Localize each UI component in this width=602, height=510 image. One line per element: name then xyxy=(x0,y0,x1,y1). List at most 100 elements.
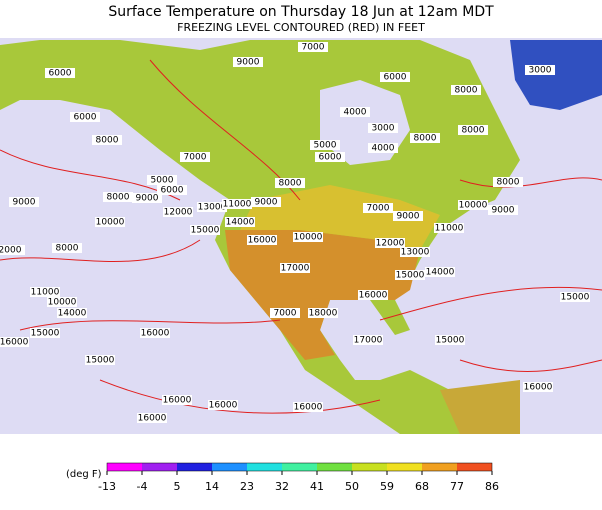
contour-label-bg xyxy=(137,413,167,423)
colorbar-tick-label: 68 xyxy=(415,480,429,493)
contour-label: 11000 xyxy=(435,224,464,234)
contour-label-bg xyxy=(298,42,328,52)
contour-label: 10000 xyxy=(459,201,488,211)
contour-label: 8000 xyxy=(107,193,130,203)
contour-label-bg xyxy=(434,223,464,233)
contour-label: 16000 xyxy=(209,401,238,411)
contour-label: 18000 xyxy=(309,309,338,319)
colorbar-segment xyxy=(282,463,317,471)
contour-label-bg xyxy=(233,57,263,67)
contour-label: 14000 xyxy=(226,218,255,228)
colorbar-segment xyxy=(457,463,492,471)
contour-label-bg xyxy=(523,382,553,392)
contour-label: 9000 xyxy=(492,206,515,216)
contour-label-bg xyxy=(451,85,481,95)
colorbar-tick-label: 77 xyxy=(450,480,464,493)
contour-label: 5000 xyxy=(151,176,174,186)
contour-label: 6000 xyxy=(74,113,97,123)
contour-label: 6000 xyxy=(49,69,72,79)
contour-label-bg xyxy=(293,232,323,242)
contour-label: 8000 xyxy=(414,134,437,144)
contour-label: 16000 xyxy=(248,236,277,246)
contour-label: 9000 xyxy=(136,194,159,204)
colorbar-segment xyxy=(177,463,212,471)
freezing-contour xyxy=(0,59,602,414)
contour-label: 11000 xyxy=(31,288,60,298)
contour-label-bg xyxy=(180,152,210,162)
contour-label-bg xyxy=(395,270,425,280)
contour-label: 15000 xyxy=(86,356,115,366)
contour-label-bg xyxy=(340,107,370,117)
contour-label-bg xyxy=(103,192,133,202)
contour-label-bg xyxy=(493,177,523,187)
colorbar-tick-label: 50 xyxy=(345,480,359,493)
contour-label-bg xyxy=(380,72,410,82)
contour-label-bg xyxy=(293,402,323,412)
contour-label-bg xyxy=(163,207,193,217)
contour-label-bg xyxy=(85,355,115,365)
colorbar-label: (deg F) xyxy=(66,469,102,480)
contour-label-bg xyxy=(247,235,277,245)
contour-label: 15000 xyxy=(561,293,590,303)
contour-label-bg xyxy=(488,205,518,215)
colorbar-segment xyxy=(247,463,282,471)
contour-label: 8000 xyxy=(462,126,485,136)
contour-label: 7000 xyxy=(302,43,325,53)
contour-label-bg xyxy=(458,125,488,135)
colorbar-segment xyxy=(142,463,177,471)
map: 7000600090006000800030004000300080004000… xyxy=(0,38,602,434)
contour-label-bg xyxy=(52,243,82,253)
contour-label: 7000 xyxy=(367,204,390,214)
contour-label: 10000 xyxy=(96,218,125,228)
contour-label-bg xyxy=(30,287,60,297)
colorbar-tick-label: 32 xyxy=(275,480,289,493)
contour-label: 12000 xyxy=(164,208,193,218)
contour-label-bg xyxy=(197,202,227,212)
contour-label: 15000 xyxy=(191,226,220,236)
contour-label-bg xyxy=(190,225,220,235)
contour-label: 16000 xyxy=(524,383,553,393)
mild-region xyxy=(240,185,440,250)
contour-label: 7000 xyxy=(184,153,207,163)
contour-label: 8000 xyxy=(279,179,302,189)
contour-label: 3000 xyxy=(372,124,395,134)
contour-label-bg xyxy=(95,217,125,227)
contour-label: 9000 xyxy=(13,198,36,208)
contour-label: 13000 xyxy=(198,203,227,213)
contour-label: 16000 xyxy=(163,396,192,406)
greenland xyxy=(510,40,602,110)
contour-label-bg xyxy=(92,135,122,145)
colorbar-tick-label: 41 xyxy=(310,480,324,493)
contour-label: 6000 xyxy=(384,73,407,83)
contour-label: 15000 xyxy=(396,271,425,281)
contour-label-bg xyxy=(45,68,75,78)
colorbar-segment xyxy=(352,463,387,471)
contour-label: 12000 xyxy=(376,239,405,249)
contour-label-bg xyxy=(280,263,310,273)
contour-label: 6000 xyxy=(161,186,184,196)
contour-label: 8000 xyxy=(455,86,478,96)
contour-label: 6000 xyxy=(319,153,342,163)
contour-label-bg xyxy=(315,152,345,162)
contour-label: 16000 xyxy=(141,329,170,339)
contour-label-bg xyxy=(57,308,87,318)
contour-label-bg xyxy=(308,308,338,318)
contour-label-bg xyxy=(0,337,29,347)
contour-label-bg xyxy=(251,197,281,207)
contour-label-bg xyxy=(425,267,455,277)
contour-label-bg xyxy=(525,65,555,75)
contour-label-bg xyxy=(157,185,187,195)
contour-label: 16000 xyxy=(0,338,29,348)
contour-label: 14000 xyxy=(426,268,455,278)
contour-label: 7000 xyxy=(274,309,297,319)
contour-label-bg xyxy=(0,245,25,255)
contour-label: 4000 xyxy=(372,144,395,154)
colorbar-tick-label: 5 xyxy=(174,480,181,493)
contour-label: 17000 xyxy=(354,336,383,346)
subtitle: FREEZING LEVEL CONTOURED (RED) IN FEET xyxy=(177,21,425,34)
contour-label-bg xyxy=(132,193,162,203)
contour-label-bg xyxy=(375,238,405,248)
contour-label: 9000 xyxy=(397,212,420,222)
